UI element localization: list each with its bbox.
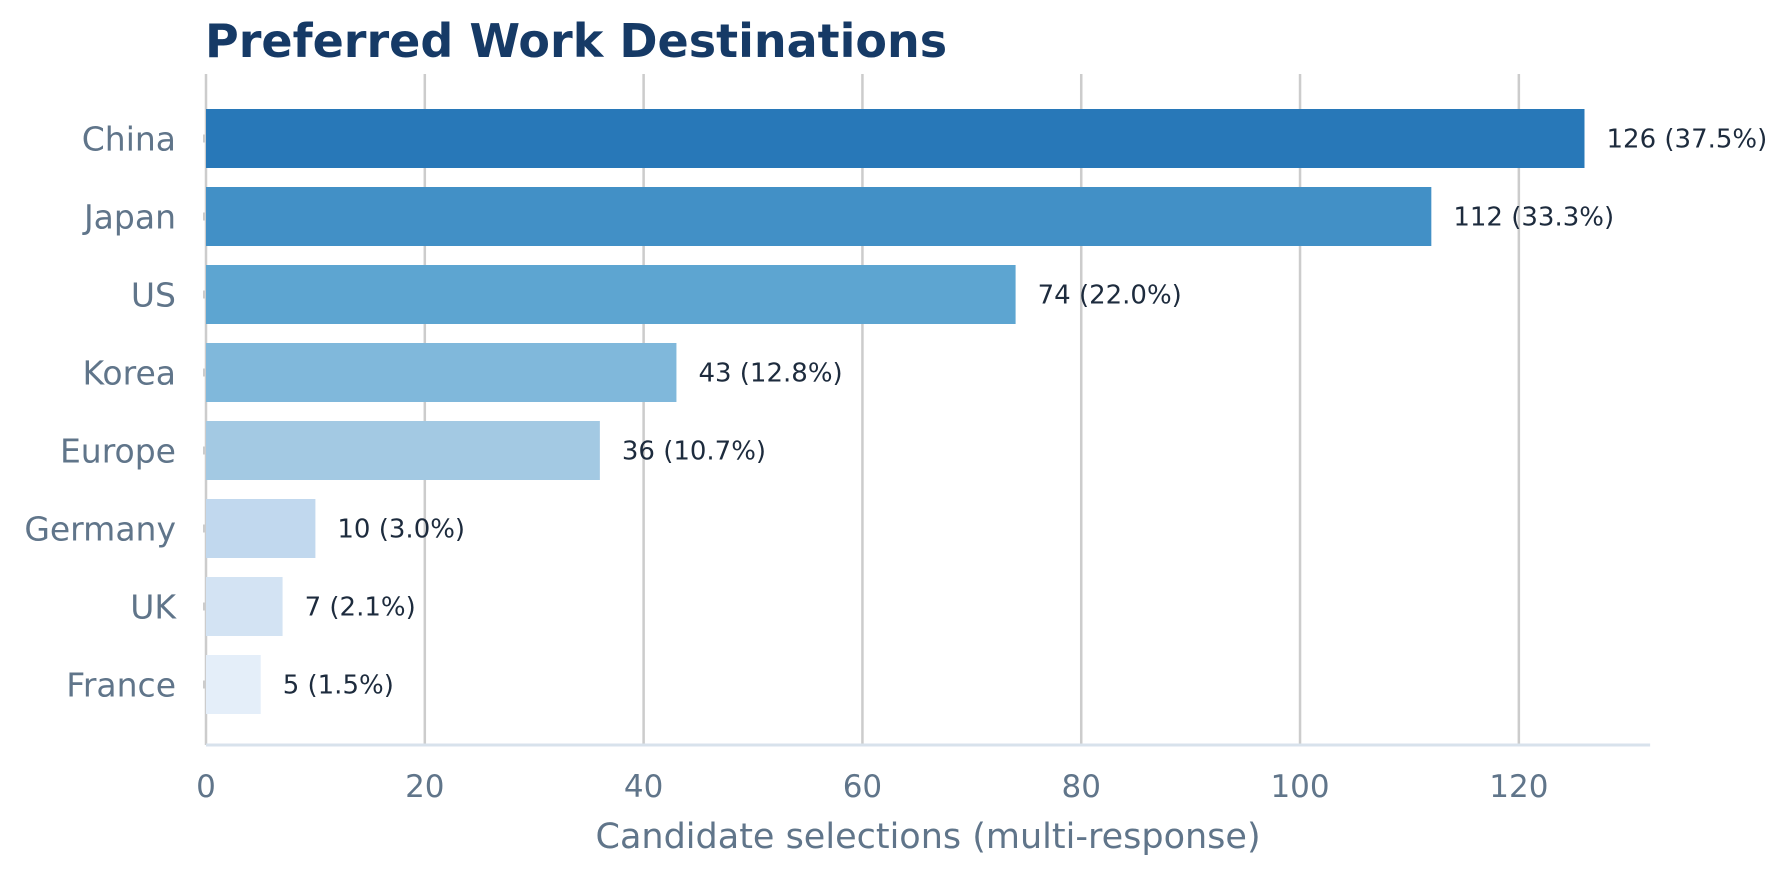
x-tick-label: 80 xyxy=(1062,769,1101,805)
bar-us xyxy=(206,265,1016,324)
category-label: France xyxy=(66,666,176,705)
bar-japan xyxy=(206,187,1432,246)
category-label: Japan xyxy=(82,198,176,237)
x-tick-label: 60 xyxy=(843,769,882,805)
x-tick-label: 100 xyxy=(1270,769,1329,805)
value-label: 43 (12.8%) xyxy=(698,359,842,389)
grid-lines xyxy=(203,74,1651,747)
category-label: Germany xyxy=(24,510,176,549)
category-label: Korea xyxy=(82,354,176,393)
category-label: Europe xyxy=(60,432,176,471)
bar-europe xyxy=(206,421,600,480)
chart-title: Preferred Work Destinations xyxy=(205,14,948,68)
x-axis-title: Candidate selections (multi-response) xyxy=(596,817,1261,857)
bar-france xyxy=(206,655,261,714)
x-tick-label: 20 xyxy=(405,769,444,805)
value-label: 5 (1.5%) xyxy=(283,671,394,701)
x-tick-label: 40 xyxy=(624,769,663,805)
value-label: 126 (37.5%) xyxy=(1607,125,1768,155)
x-tick-label: 0 xyxy=(196,769,216,805)
value-label: 112 (33.3%) xyxy=(1453,203,1614,233)
bar-uk xyxy=(206,577,283,636)
x-tick-label: 120 xyxy=(1489,769,1548,805)
category-label: UK xyxy=(130,588,177,627)
bars xyxy=(206,109,1585,714)
bar-germany xyxy=(206,499,316,558)
category-label: US xyxy=(131,276,176,315)
category-label: China xyxy=(82,120,176,159)
value-label: 10 (3.0%) xyxy=(337,515,465,545)
value-label: 7 (2.1%) xyxy=(305,593,416,623)
value-label: 36 (10.7%) xyxy=(622,437,766,467)
value-label: 74 (22.0%) xyxy=(1038,281,1182,311)
bar-korea xyxy=(206,343,677,402)
bar-china xyxy=(206,109,1585,168)
labels: 0 20 40 60 80 100 120 China 126 (37.5%) Japan 112 … xyxy=(24,120,1767,858)
